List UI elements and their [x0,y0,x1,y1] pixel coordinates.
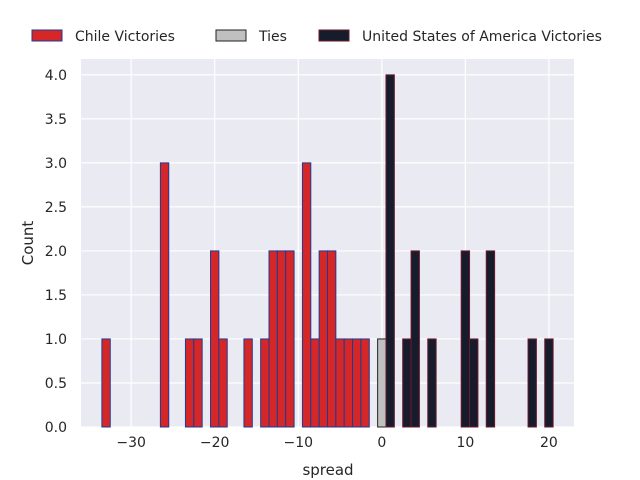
bar-chile-victories [310,338,320,428]
x-tick-label: −30 [116,435,146,451]
bar-chile-victories [327,250,337,428]
bar-united-states-of-america-victories [402,338,412,428]
y-tick-label: 3.5 [45,112,67,128]
bar-united-states-of-america-victories [410,250,420,428]
legend-label: Ties [258,29,287,45]
x-axis-label: spread [302,461,353,479]
bar-chile-victories [159,162,170,428]
x-tick-label: −10 [283,435,313,451]
legend-label: Chile Victories [75,29,175,45]
bar-chile-victories [360,338,370,428]
y-tick-label: 3.0 [45,156,67,172]
legend: Chile Victories Ties United States of Amer… [31,29,602,45]
bar-chile-victories [352,338,362,428]
bar-chile-victories [301,162,312,428]
legend-item: Ties [215,29,287,45]
bar-united-states-of-america-victories [427,338,437,428]
bar-chile-victories [276,250,287,428]
bar-chile-victories [268,250,278,428]
y-ticks: 0.0 0.5 1.0 1.5 2.0 2.5 3.0 3.5 4.0 [45,68,67,436]
bar-chile-victories [335,338,345,428]
x-tick-label: 20 [540,435,558,451]
bar-united-states-of-america-victories [469,338,479,428]
legend-item: United States of America Victories [318,29,602,45]
bar-chile-victories [260,338,270,428]
legend-swatch [318,29,350,42]
bar-chile-victories [193,338,203,428]
legend-label: United States of America Victories [362,29,602,45]
x-tick-label: 10 [456,435,474,451]
bar-united-states-of-america-victories [460,250,471,428]
bar-chile-victories [184,338,195,428]
bar-chile-victories [318,250,329,428]
legend-swatch [215,29,247,42]
bar-united-states-of-america-victories [385,74,395,428]
y-tick-label: 4.0 [45,68,67,84]
y-tick-label: 2.5 [45,200,67,216]
bar-chile-victories [210,250,220,428]
bar-chile-victories [101,338,111,428]
y-tick-label: 0.5 [45,376,67,392]
y-tick-label: 2.0 [45,244,67,260]
bar-chile-victories [243,338,253,428]
bar-ties [377,338,387,428]
bar-united-states-of-america-victories [527,338,537,428]
bar-chile-victories [285,250,295,428]
bar-chile-victories [218,338,228,428]
y-axis-label: Count [19,221,37,266]
bar-united-states-of-america-victories [544,338,554,428]
legend-swatch [31,29,63,42]
bars [101,74,554,428]
y-tick-label: 1.0 [45,332,67,348]
legend-item: Chile Victories [31,29,175,45]
x-tick-label: −20 [200,435,230,451]
bar-chile-victories [343,338,354,428]
y-tick-label: 0.0 [45,420,67,436]
bar-united-states-of-america-victories [485,250,496,428]
x-tick-label: 0 [377,435,386,451]
y-tick-label: 1.5 [45,288,67,304]
x-ticks: −30 −20 −10 0 10 20 [116,435,557,451]
